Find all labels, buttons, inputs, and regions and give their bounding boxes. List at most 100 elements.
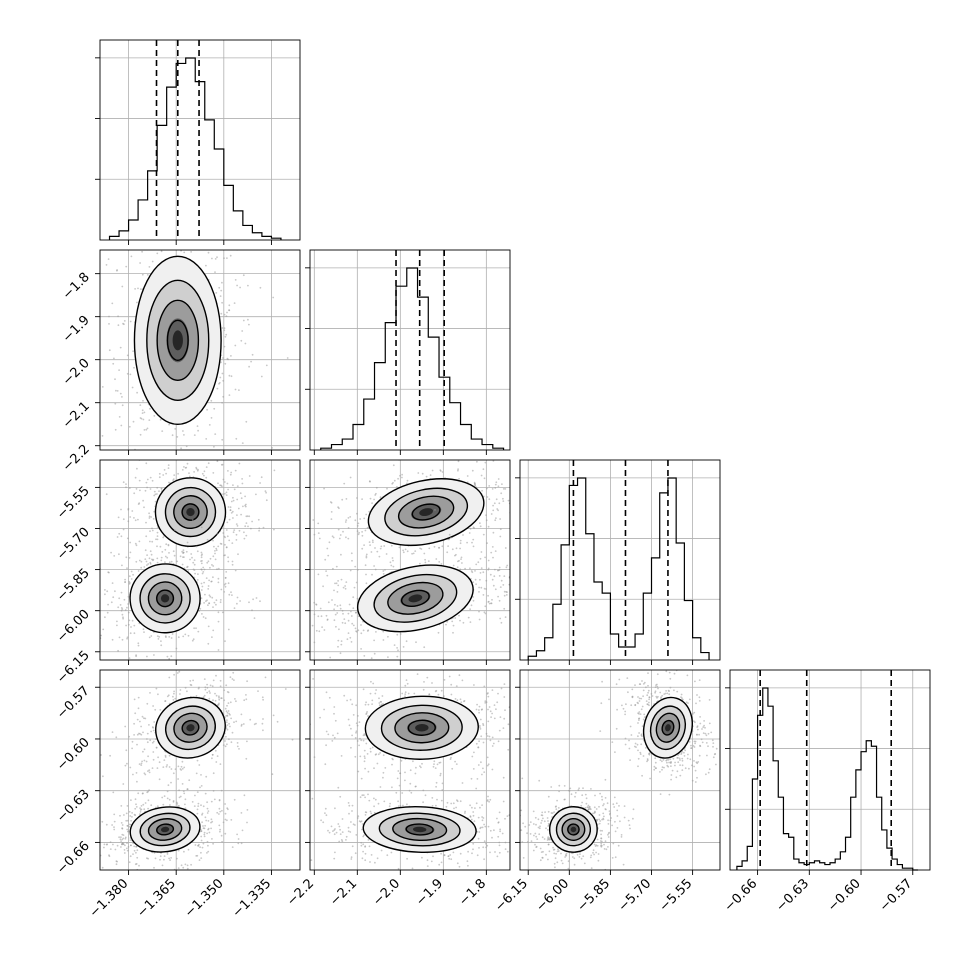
sample-point bbox=[484, 461, 487, 464]
sample-point bbox=[361, 534, 364, 537]
sample-point bbox=[517, 490, 519, 492]
sample-point bbox=[135, 544, 138, 547]
y-tick-label: −0.57 bbox=[54, 683, 93, 722]
sample-point bbox=[396, 647, 398, 649]
sample-point bbox=[134, 798, 137, 801]
sample-point bbox=[147, 563, 150, 565]
sample-point bbox=[378, 704, 381, 707]
sample-point bbox=[179, 795, 182, 798]
sample-point bbox=[498, 599, 501, 602]
sample-point bbox=[135, 654, 138, 656]
sample-point bbox=[118, 553, 120, 556]
sample-point bbox=[120, 840, 122, 842]
sample-point bbox=[130, 819, 133, 822]
sample-point bbox=[205, 438, 208, 440]
sample-point bbox=[357, 522, 360, 525]
sample-point bbox=[131, 812, 134, 814]
sample-point bbox=[207, 462, 210, 465]
sample-point bbox=[184, 633, 187, 636]
sample-point bbox=[391, 757, 394, 760]
sample-point bbox=[389, 802, 391, 805]
sample-point bbox=[196, 791, 199, 793]
sample-point bbox=[156, 561, 159, 564]
sample-point bbox=[221, 485, 223, 488]
sample-point bbox=[376, 550, 379, 553]
sample-point bbox=[211, 685, 214, 688]
sample-point bbox=[170, 247, 172, 249]
sample-point bbox=[228, 309, 230, 312]
sample-point bbox=[137, 644, 140, 647]
sample-point bbox=[390, 544, 393, 547]
sample-point bbox=[356, 530, 359, 532]
sample-point bbox=[365, 713, 368, 715]
sample-point bbox=[492, 556, 494, 559]
sample-point bbox=[213, 545, 215, 548]
sample-point bbox=[486, 764, 489, 767]
sample-point bbox=[196, 812, 199, 815]
sample-point bbox=[94, 345, 96, 347]
sample-point bbox=[151, 767, 154, 769]
sample-point bbox=[145, 535, 148, 538]
sample-point bbox=[347, 527, 350, 529]
sample-point bbox=[347, 517, 350, 519]
sample-point bbox=[113, 828, 116, 831]
sample-point bbox=[420, 766, 422, 769]
sample-point bbox=[227, 710, 230, 712]
sample-point bbox=[366, 753, 369, 755]
sample-point bbox=[326, 574, 329, 577]
sample-point bbox=[223, 345, 226, 348]
sample-point bbox=[230, 375, 233, 378]
sample-point bbox=[231, 678, 234, 680]
sample-point bbox=[135, 845, 138, 848]
sample-point bbox=[485, 514, 487, 516]
sample-point bbox=[360, 739, 363, 742]
sample-point bbox=[111, 824, 113, 826]
sample-point bbox=[211, 636, 213, 638]
sample-point bbox=[245, 694, 247, 696]
sample-point bbox=[363, 755, 366, 758]
sample-point bbox=[328, 696, 331, 699]
sample-point bbox=[123, 849, 126, 851]
sample-point bbox=[440, 799, 443, 802]
sample-point bbox=[138, 540, 141, 543]
contour-line bbox=[129, 563, 201, 634]
sample-point bbox=[163, 795, 166, 797]
contour-line bbox=[164, 486, 217, 538]
sample-point bbox=[168, 754, 171, 757]
density-fill bbox=[160, 826, 170, 833]
sample-point bbox=[129, 373, 132, 376]
sample-point bbox=[166, 556, 169, 559]
sample-point bbox=[209, 566, 211, 569]
sample-point bbox=[112, 791, 115, 794]
sample-point bbox=[475, 802, 478, 805]
sample-point bbox=[228, 374, 231, 377]
sample-point bbox=[334, 719, 337, 722]
sample-point bbox=[460, 558, 462, 560]
sample-point bbox=[319, 716, 321, 719]
sample-point bbox=[183, 792, 186, 795]
sample-point bbox=[170, 637, 173, 639]
sample-point bbox=[225, 315, 228, 317]
sample-point bbox=[239, 600, 242, 602]
sample-point bbox=[475, 583, 477, 586]
sample-point bbox=[126, 819, 129, 822]
sample-point bbox=[216, 755, 219, 757]
sample-point bbox=[236, 284, 239, 287]
sample-point bbox=[136, 856, 139, 859]
sample-point bbox=[165, 765, 168, 768]
sample-point bbox=[139, 489, 141, 492]
sample-point bbox=[237, 244, 239, 246]
sample-point bbox=[457, 469, 459, 472]
sample-point bbox=[397, 770, 400, 772]
sample-point bbox=[404, 691, 407, 694]
sample-point bbox=[218, 381, 221, 384]
sample-point bbox=[98, 458, 100, 460]
sample-point bbox=[446, 801, 449, 804]
sample-point bbox=[374, 547, 376, 549]
sample-point bbox=[165, 636, 167, 638]
sample-point bbox=[152, 243, 154, 245]
sample-point bbox=[148, 512, 151, 515]
sample-point bbox=[431, 797, 434, 799]
sample-point bbox=[121, 638, 124, 641]
sample-point bbox=[215, 549, 218, 552]
